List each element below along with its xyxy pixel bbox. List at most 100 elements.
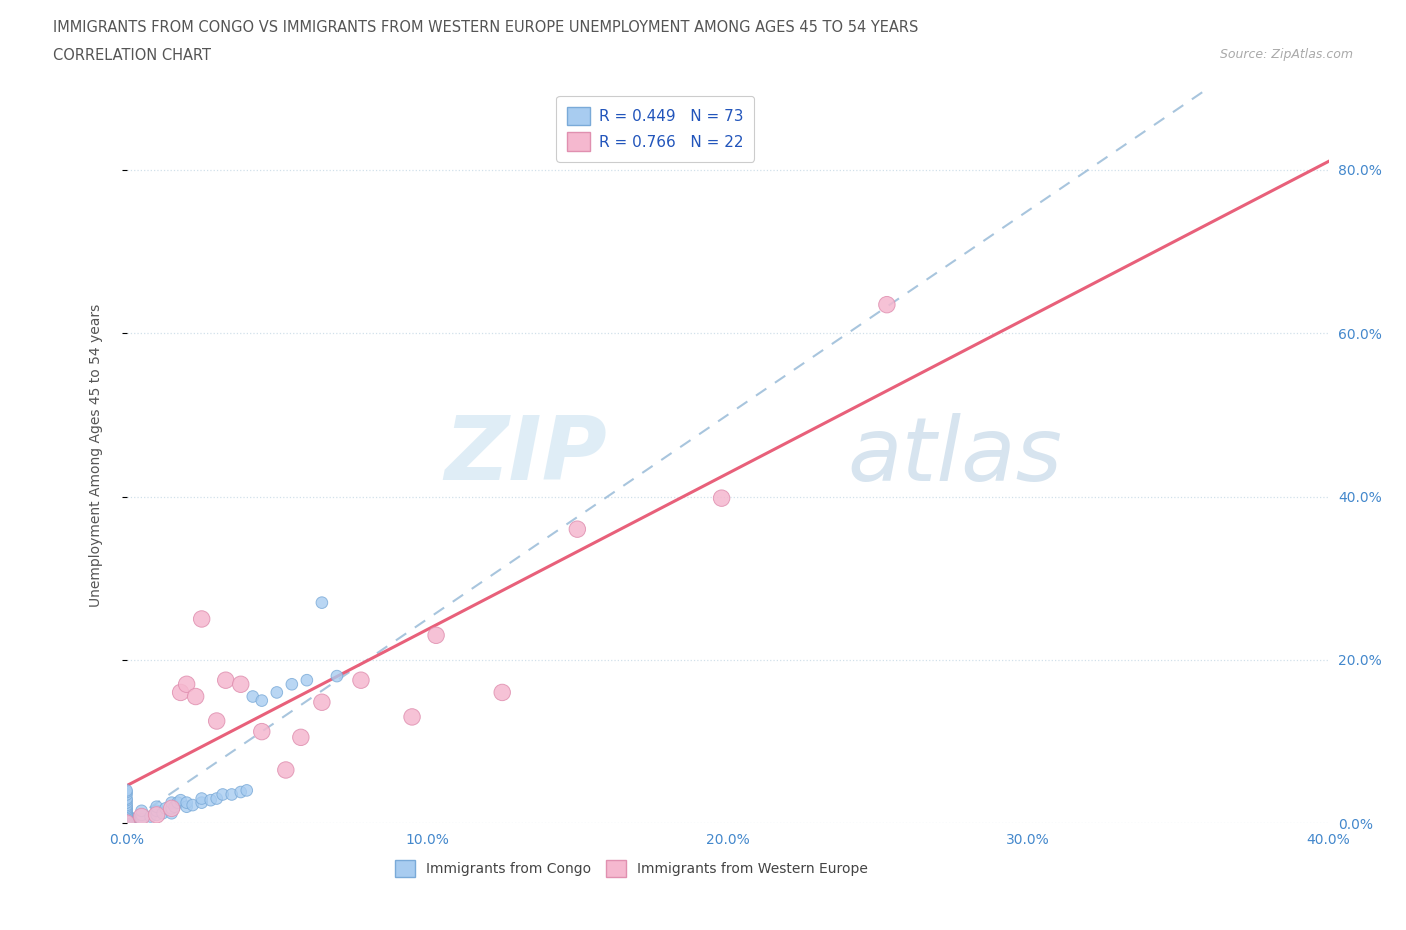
Point bbox=[115, 803, 138, 817]
Point bbox=[229, 785, 252, 800]
Point bbox=[115, 816, 138, 830]
Point bbox=[115, 816, 138, 830]
Point bbox=[115, 816, 138, 830]
Point bbox=[311, 695, 333, 710]
Point bbox=[115, 816, 138, 830]
Point bbox=[221, 787, 243, 802]
Point bbox=[166, 795, 188, 810]
Point bbox=[215, 672, 238, 687]
Point bbox=[250, 724, 273, 739]
Text: CORRELATION CHART: CORRELATION CHART bbox=[53, 48, 211, 63]
Point bbox=[115, 816, 138, 830]
Point bbox=[115, 816, 138, 830]
Point bbox=[425, 628, 447, 643]
Point bbox=[169, 792, 191, 807]
Point bbox=[160, 801, 183, 816]
Point bbox=[229, 677, 252, 692]
Point bbox=[163, 799, 186, 814]
Point bbox=[115, 816, 138, 830]
Point bbox=[205, 713, 228, 728]
Point bbox=[145, 799, 167, 814]
Point bbox=[160, 795, 183, 810]
Point bbox=[131, 807, 153, 822]
Point bbox=[131, 809, 153, 824]
Point bbox=[115, 816, 138, 830]
Point bbox=[169, 685, 191, 700]
Point bbox=[115, 816, 138, 830]
Text: Source: ZipAtlas.com: Source: ZipAtlas.com bbox=[1219, 48, 1353, 61]
Point bbox=[242, 689, 264, 704]
Point bbox=[250, 693, 273, 708]
Point bbox=[326, 669, 349, 684]
Point bbox=[350, 672, 373, 687]
Point bbox=[115, 816, 138, 830]
Point bbox=[281, 677, 304, 692]
Point bbox=[876, 298, 898, 312]
Point bbox=[160, 801, 183, 816]
Point bbox=[145, 807, 167, 822]
Point bbox=[115, 805, 138, 820]
Point bbox=[115, 791, 138, 806]
Y-axis label: Unemployment Among Ages 45 to 54 years: Unemployment Among Ages 45 to 54 years bbox=[89, 304, 103, 607]
Point bbox=[211, 787, 233, 802]
Point bbox=[115, 816, 138, 830]
Point bbox=[190, 612, 212, 627]
Legend: Immigrants from Congo, Immigrants from Western Europe: Immigrants from Congo, Immigrants from W… bbox=[389, 854, 875, 883]
Point bbox=[235, 783, 259, 798]
Point bbox=[205, 791, 228, 806]
Point bbox=[710, 491, 733, 506]
Point bbox=[115, 795, 138, 810]
Point bbox=[491, 685, 513, 700]
Point bbox=[145, 807, 167, 822]
Point bbox=[290, 730, 312, 745]
Point bbox=[115, 807, 138, 822]
Point bbox=[115, 816, 138, 830]
Point bbox=[115, 816, 138, 830]
Point bbox=[115, 816, 138, 830]
Point bbox=[115, 804, 138, 818]
Point bbox=[200, 792, 222, 807]
Point bbox=[266, 685, 288, 700]
Point bbox=[115, 816, 138, 830]
Text: ZIP: ZIP bbox=[444, 412, 607, 499]
Point bbox=[115, 798, 138, 813]
Point bbox=[181, 798, 204, 813]
Point bbox=[115, 816, 138, 830]
Point bbox=[115, 816, 138, 830]
Point bbox=[115, 816, 138, 830]
Point bbox=[115, 785, 138, 800]
Point bbox=[115, 816, 138, 830]
Point bbox=[145, 804, 167, 818]
Point bbox=[155, 801, 177, 816]
Point bbox=[115, 816, 138, 830]
Point bbox=[131, 812, 153, 827]
Point bbox=[115, 816, 138, 830]
Point bbox=[115, 812, 138, 827]
Point bbox=[115, 799, 138, 814]
Text: atlas: atlas bbox=[848, 413, 1063, 498]
Point bbox=[176, 677, 198, 692]
Point bbox=[160, 805, 183, 820]
Point bbox=[190, 795, 212, 810]
Point bbox=[401, 710, 423, 724]
Point bbox=[567, 522, 589, 537]
Point bbox=[115, 809, 138, 824]
Point bbox=[311, 595, 333, 610]
Point bbox=[115, 816, 138, 830]
Point bbox=[176, 795, 198, 810]
Point bbox=[115, 801, 138, 816]
Point bbox=[139, 809, 162, 824]
Point bbox=[176, 799, 198, 814]
Point bbox=[190, 791, 212, 806]
Point bbox=[115, 787, 138, 802]
Point bbox=[115, 816, 138, 830]
Point bbox=[115, 783, 138, 798]
Point bbox=[115, 816, 138, 830]
Point bbox=[115, 792, 138, 807]
Point bbox=[131, 804, 153, 818]
Point bbox=[115, 816, 138, 830]
Point bbox=[152, 805, 174, 820]
Point bbox=[115, 816, 138, 830]
Point bbox=[295, 672, 318, 687]
Text: IMMIGRANTS FROM CONGO VS IMMIGRANTS FROM WESTERN EUROPE UNEMPLOYMENT AMONG AGES : IMMIGRANTS FROM CONGO VS IMMIGRANTS FROM… bbox=[53, 20, 918, 35]
